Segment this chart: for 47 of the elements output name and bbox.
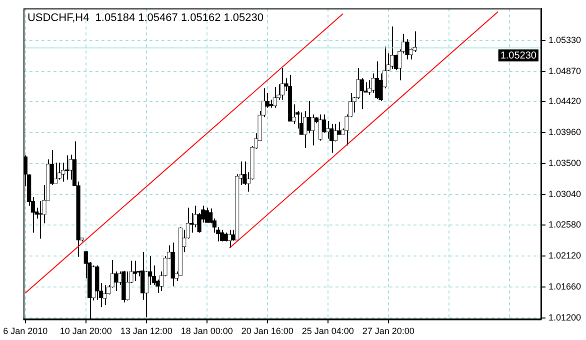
candlestick (190, 212, 194, 234)
candlestick (306, 100, 312, 134)
candlestick (102, 284, 107, 306)
y-tick-label: 1.03040 (548, 188, 582, 199)
y-tick-label: 1.01660 (548, 281, 582, 292)
y-tick-label: 1.04420 (548, 96, 582, 106)
candlestick (360, 78, 364, 110)
y-tick-label: 1.05330 (548, 35, 582, 46)
x-tick-label: 13 Jan 12:00 (120, 326, 172, 336)
candlestick (265, 92, 270, 108)
candlestick (322, 114, 326, 134)
candlestick (318, 114, 322, 142)
y-tick-label: 1.02120 (548, 250, 582, 261)
y-tick-label: 1.03960 (548, 127, 582, 138)
candlestick (299, 112, 304, 136)
candlestick (303, 110, 308, 149)
candlestick (333, 123, 338, 142)
candlestick (272, 86, 278, 108)
candlestick (148, 256, 152, 286)
candlestick (204, 207, 209, 224)
candlestick (57, 162, 62, 180)
candlestick (53, 162, 58, 184)
candlestick (132, 260, 138, 282)
y-tick-label: 1.04870 (548, 66, 582, 76)
x-tick-label: 25 Jan 04:00 (302, 326, 354, 336)
candlestick (280, 68, 285, 100)
candlestick (61, 162, 66, 182)
candlestick (38, 200, 43, 240)
chart-title: USDCHF,H4 1.05184 1.05467 1.05162 1.05230 (27, 12, 264, 24)
ref-line-label: 1.05230 (500, 50, 537, 62)
candlestick (220, 229, 224, 242)
candlestick (390, 26, 394, 70)
candlestick (114, 271, 118, 292)
y-tick-label: 1.02580 (548, 220, 582, 230)
x-tick-label: 27 Jan 20:00 (362, 326, 414, 336)
x-tick-label: 18 Jan 00:00 (180, 326, 233, 336)
candlestick (50, 150, 54, 186)
candlestick (95, 265, 100, 300)
x-tick-label: 6 Jan 2010 (3, 326, 48, 336)
candlestick (329, 123, 334, 154)
x-tick-label: 10 Jan 20:00 (60, 326, 112, 336)
candlestick (374, 60, 380, 100)
candlestick (337, 121, 342, 136)
candlestick (310, 114, 315, 146)
x-tick-label: 20 Jan 16:00 (241, 326, 294, 336)
y-tick-label: 1.03500 (548, 158, 582, 168)
y-tick-label: 1.01200 (548, 312, 582, 322)
